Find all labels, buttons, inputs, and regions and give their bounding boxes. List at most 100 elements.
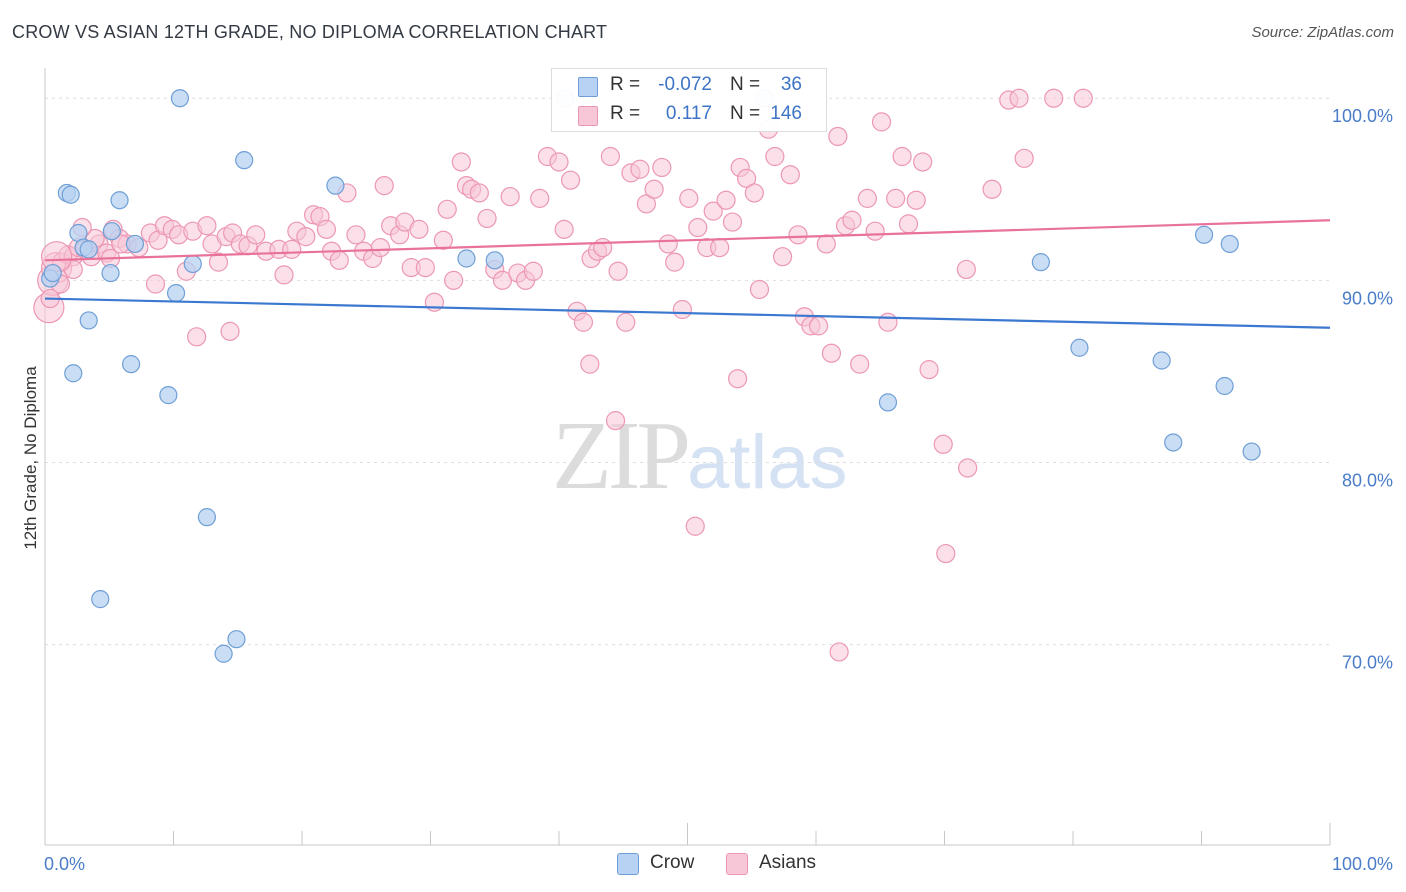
- asians-point: [821, 343, 842, 363]
- asians-point: [892, 146, 912, 167]
- crow-point: [227, 630, 246, 649]
- asians-point: [208, 252, 229, 272]
- asians-point: [829, 642, 849, 662]
- crow-point: [326, 176, 345, 195]
- crow-legend-label: Crow: [650, 852, 695, 873]
- asians-r-value: 0.117: [665, 103, 712, 124]
- asians-point: [1073, 88, 1093, 108]
- crow-point: [101, 263, 120, 283]
- asians-point: [688, 217, 708, 238]
- crow-r-value: -0.072: [658, 74, 712, 95]
- asians-point: [415, 258, 435, 278]
- crow-n-label: N =: [730, 74, 761, 95]
- asians-point: [346, 225, 366, 245]
- asians-point: [685, 516, 705, 536]
- asians-point: [560, 170, 581, 190]
- asians-point: [865, 221, 885, 241]
- asians-point: [374, 176, 394, 196]
- asians-point: [728, 369, 748, 389]
- crow-point: [125, 234, 145, 254]
- crow-point: [166, 284, 186, 303]
- crow-r-label: R =: [610, 74, 641, 95]
- asians-point: [898, 214, 919, 234]
- asians-point: [913, 152, 933, 172]
- crow-point: [79, 311, 98, 330]
- tick-labels: 100.0% 90.0% 80.0% 70.0% 0.0% 100.0%: [44, 106, 1393, 874]
- asians-point: [600, 146, 621, 167]
- asians-point: [956, 259, 976, 280]
- asians-point: [197, 216, 217, 236]
- asians-point: [933, 434, 953, 454]
- asians-point: [906, 190, 926, 210]
- chart-title: CROW VS ASIAN 12TH GRADE, NO DIPLOMA COR…: [12, 22, 608, 42]
- crow-point: [79, 240, 98, 259]
- crow-point: [91, 590, 110, 609]
- asians-point: [477, 208, 497, 229]
- crow-swatch: [578, 77, 598, 97]
- crow-point: [485, 251, 504, 270]
- crow-point: [235, 151, 254, 170]
- asians-point: [296, 227, 316, 247]
- asians-point: [573, 312, 594, 332]
- asians-point: [780, 165, 800, 185]
- asians-point: [500, 186, 520, 207]
- asians-points: [33, 88, 1093, 662]
- crow-point: [214, 644, 233, 663]
- asians-point: [1014, 148, 1034, 168]
- crow-point: [197, 508, 217, 527]
- asians-point: [878, 312, 898, 332]
- asians-n-label: N =: [730, 103, 761, 124]
- asians-point: [871, 112, 892, 132]
- asians-point: [808, 316, 829, 336]
- asians-legend-swatch: [726, 853, 748, 875]
- asians-point: [554, 219, 574, 239]
- asians-point: [744, 183, 764, 203]
- asians-point: [409, 219, 429, 239]
- crow-point: [1031, 253, 1050, 272]
- asians-point: [788, 225, 808, 245]
- crow-point: [1194, 225, 1214, 244]
- source-credit: Source: ZipAtlas.com: [1251, 24, 1394, 41]
- x-tick-label: 0.0%: [44, 854, 85, 874]
- asians-point: [982, 179, 1002, 199]
- crow-point: [1215, 376, 1234, 396]
- asians-point: [772, 247, 793, 267]
- gridlines: [45, 97, 1330, 646]
- crow-point: [1242, 442, 1261, 461]
- asians-point: [703, 201, 723, 221]
- asians-point: [608, 261, 628, 281]
- asians-point: [469, 183, 489, 203]
- legend-row-crow: R = -0.072 N = 36: [552, 71, 826, 101]
- asians-trend-line: [44, 219, 1331, 262]
- asians-swatch: [578, 106, 598, 126]
- asians-point: [370, 237, 390, 258]
- asians-point: [919, 360, 939, 380]
- crow-point: [878, 393, 898, 412]
- crow-point: [159, 386, 178, 405]
- asians-point: [145, 274, 166, 294]
- crow-point: [102, 222, 121, 241]
- asians-point: [679, 188, 699, 208]
- y-axis-title: 12th Grade, No Diploma: [21, 366, 40, 550]
- axes: [44, 68, 1331, 846]
- asians-point: [444, 270, 464, 290]
- crow-point: [170, 89, 190, 108]
- crow-point: [1070, 338, 1089, 357]
- asians-point: [749, 279, 770, 300]
- asians-point: [658, 234, 678, 254]
- crow-point: [43, 263, 62, 283]
- asians-r-label: R =: [610, 103, 641, 124]
- asians-point: [451, 152, 471, 172]
- crow-points: [41, 89, 1261, 663]
- crow-point: [64, 364, 83, 383]
- asians-point: [580, 354, 600, 374]
- asians-point: [437, 199, 457, 219]
- asians-point: [530, 188, 550, 208]
- stats-legend: R = -0.072 N = 36 R = 0.117 N = 146: [551, 68, 827, 132]
- asians-point: [187, 327, 207, 347]
- y-tick-label: 100.0%: [1332, 106, 1393, 126]
- asians-point: [616, 312, 636, 332]
- crow-n-value: 36: [780, 74, 802, 95]
- asians-point: [710, 237, 730, 258]
